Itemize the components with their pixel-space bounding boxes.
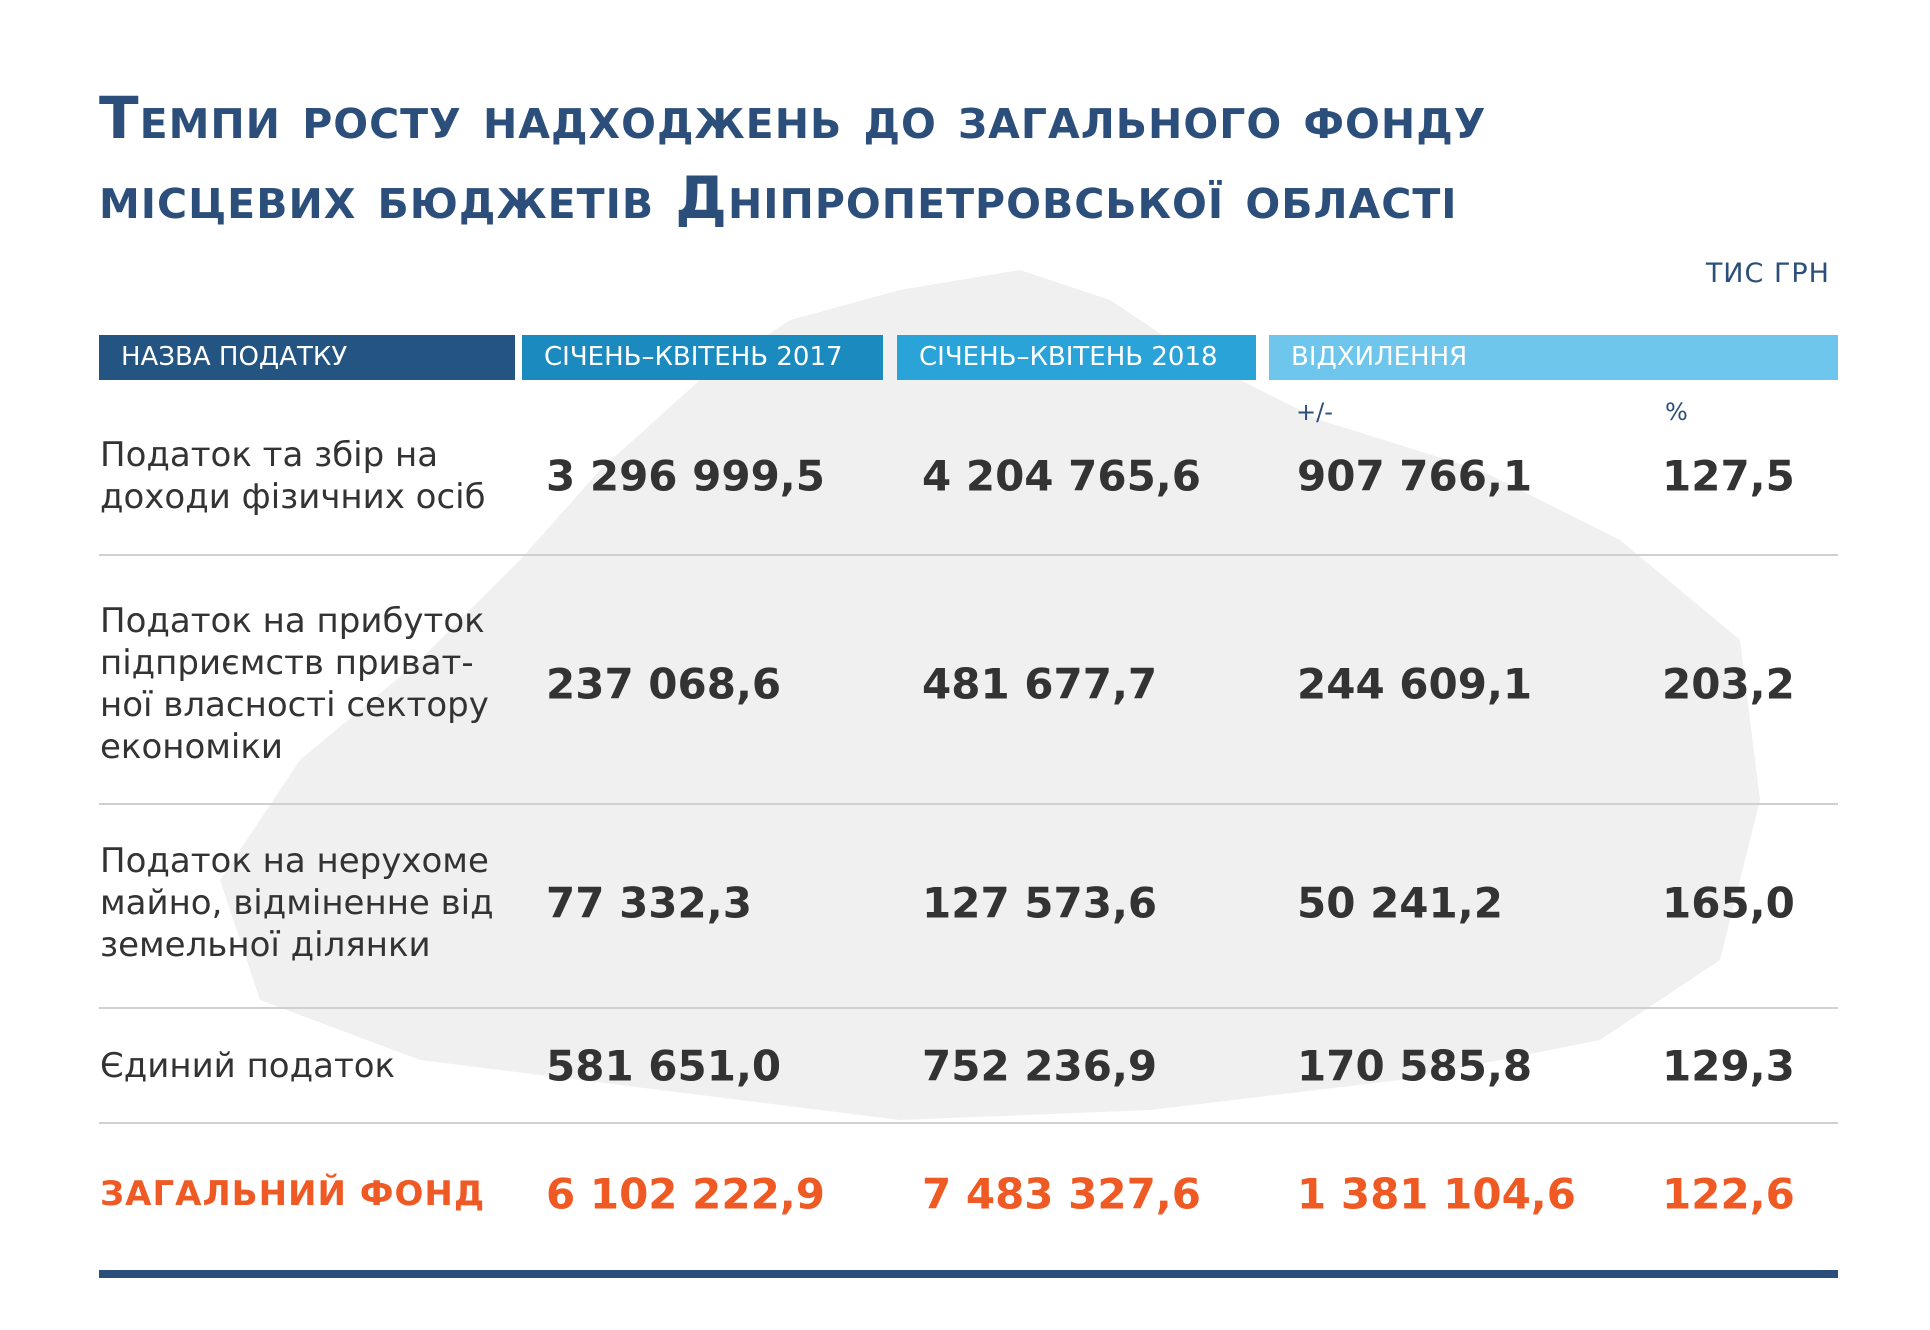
cell-value: 6 102 222,9 <box>546 1169 825 1219</box>
row-label: Єдиний податок <box>100 1046 396 1086</box>
row-separator <box>99 1007 1838 1009</box>
cell-value: 77 332,3 <box>546 878 752 928</box>
cell-value: 237 068,6 <box>546 659 782 709</box>
cell-value: 122,6 <box>1662 1169 1795 1219</box>
cell-value: 3 296 999,5 <box>546 451 825 501</box>
title: Темпи росту надходжень до загального фон… <box>99 78 1486 238</box>
cell-value: 907 766,1 <box>1297 451 1533 501</box>
row-separator <box>99 1122 1838 1124</box>
row-label: Податок на прибуток підприємств приват- … <box>100 601 489 767</box>
row-separator <box>99 803 1838 805</box>
column-header: НАЗВА ПОДАТКУ <box>99 335 515 380</box>
title-line: місцевих бюджетів Дніпропетровської обла… <box>99 164 1458 232</box>
row-label: ЗАГАЛЬНИЙ ФОНД <box>100 1174 486 1214</box>
column-header: СІЧЕНЬ–КВІТЕНЬ 2017 <box>522 335 883 380</box>
row-separator <box>99 554 1838 556</box>
cell-value: 203,2 <box>1662 659 1795 709</box>
cell-value: 581 651,0 <box>546 1041 782 1091</box>
cell-value: 1 381 104,6 <box>1297 1169 1576 1219</box>
row-label: Податок на нерухоме майно, відміненне ві… <box>100 841 494 965</box>
subcolumn-header: +/- <box>1296 398 1333 426</box>
cell-value: 129,3 <box>1662 1041 1795 1091</box>
cell-value: 127,5 <box>1662 451 1795 501</box>
cell-value: 4 204 765,6 <box>922 451 1201 501</box>
cell-value: 170 585,8 <box>1297 1041 1533 1091</box>
column-header: СІЧЕНЬ–КВІТЕНЬ 2018 <box>897 335 1256 380</box>
row-label: Податок та збір на доходи фізичних осіб <box>100 435 486 517</box>
column-header: ВІДХИЛЕННЯ <box>1269 335 1838 380</box>
cell-value: 752 236,9 <box>922 1041 1158 1091</box>
cell-value: 165,0 <box>1662 878 1795 928</box>
cell-value: 7 483 327,6 <box>922 1169 1201 1219</box>
title-line: Темпи росту надходжень до загального фон… <box>99 84 1487 152</box>
cell-value: 127 573,6 <box>922 878 1158 928</box>
cell-value: 481 677,7 <box>922 659 1158 709</box>
subcolumn-header: % <box>1665 398 1688 426</box>
cell-value: 50 241,2 <box>1297 878 1503 928</box>
bottom-rule <box>99 1270 1838 1278</box>
unit-label: ТИС ГРН <box>1705 258 1830 289</box>
cell-value: 244 609,1 <box>1297 659 1533 709</box>
